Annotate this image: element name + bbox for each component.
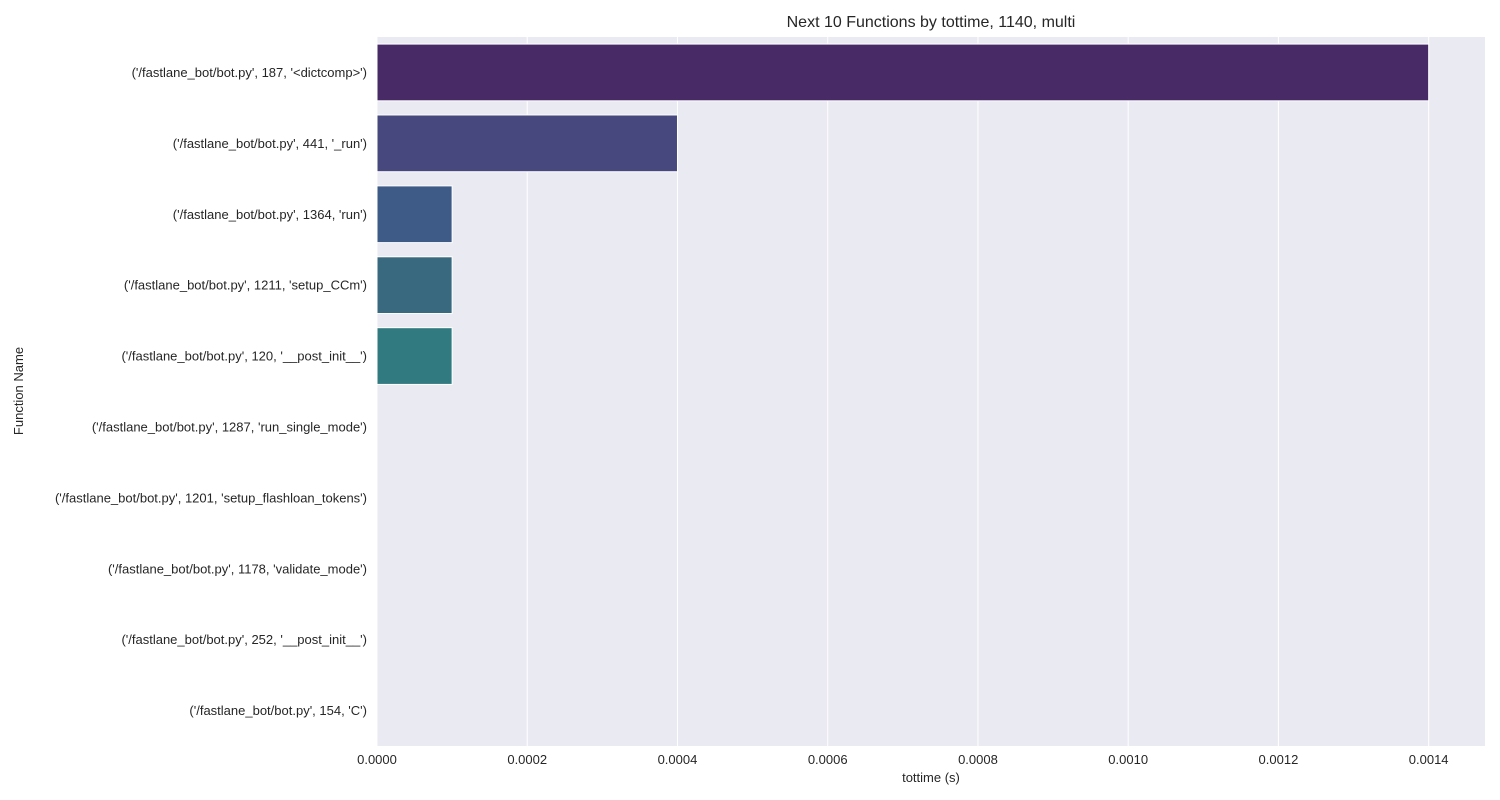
y-tick-label: ('/fastlane_bot/bot.py', 1201, 'setup_fl… <box>55 490 367 505</box>
bars <box>376 43 1430 385</box>
bar <box>376 327 453 385</box>
x-tick-label: 0.0000 <box>357 752 397 767</box>
y-tick-label: ('/fastlane_bot/bot.py', 1178, 'validate… <box>108 561 367 576</box>
y-tick-label: ('/fastlane_bot/bot.py', 1364, 'run') <box>173 207 367 222</box>
x-tick-label: 0.0004 <box>658 752 698 767</box>
bar <box>376 185 453 244</box>
chart-title: Next 10 Functions by tottime, 1140, mult… <box>787 14 1076 31</box>
y-tick-labels: ('/fastlane_bot/bot.py', 187, '<dictcomp… <box>55 65 367 718</box>
x-tick-labels: 0.0000 0.0002 0.0004 0.0006 0.0008 0.0010 0.00… <box>357 752 1448 767</box>
y-tick-label: ('/fastlane_bot/bot.py', 154, 'C') <box>189 703 367 718</box>
y-tick-label: ('/fastlane_bot/bot.py', 1211, 'setup_CC… <box>124 278 367 293</box>
y-tick-label: ('/fastlane_bot/bot.py', 187, '<dictcomp… <box>132 65 367 80</box>
y-tick-label: ('/fastlane_bot/bot.py', 252, '__post_in… <box>121 632 367 647</box>
x-tick-label: 0.0006 <box>808 752 848 767</box>
x-tick-label: 0.0012 <box>1259 752 1299 767</box>
x-tick-label: 0.0014 <box>1409 752 1449 767</box>
y-tick-label: ('/fastlane_bot/bot.py', 120, '__post_in… <box>121 349 367 364</box>
bar <box>376 114 678 173</box>
x-tick-label: 0.0002 <box>507 752 547 767</box>
y-tick-label: ('/fastlane_bot/bot.py', 1287, 'run_sing… <box>92 419 367 434</box>
x-tick-label: 0.0010 <box>1108 752 1148 767</box>
y-axis-label: Function Name <box>11 347 26 435</box>
x-tick-label: 0.0008 <box>958 752 998 767</box>
x-axis-label: tottime (s) <box>902 770 960 785</box>
bar <box>376 43 1430 102</box>
bar <box>376 256 453 315</box>
y-tick-label: ('/fastlane_bot/bot.py', 441, '_run') <box>173 136 367 151</box>
